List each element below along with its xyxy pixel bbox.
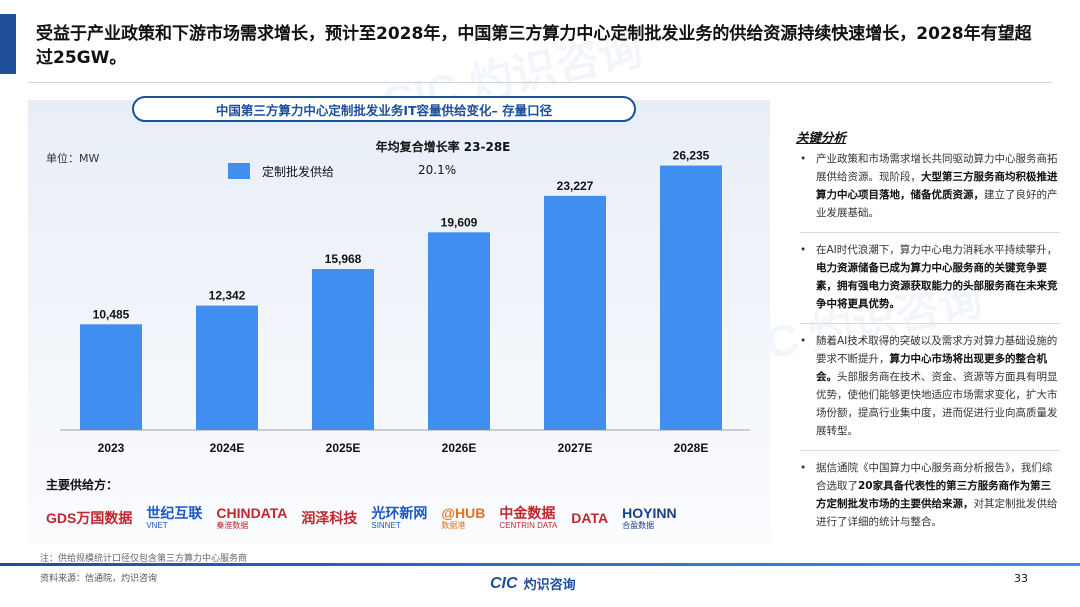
- x-tick-2026E: 2026E: [442, 441, 477, 455]
- footer-logo-cn: 灼识咨询: [523, 578, 576, 593]
- bullet-separator: [800, 323, 1060, 324]
- logo-subtext: 数据港: [441, 521, 466, 530]
- cagr-value: 20.1%: [418, 163, 457, 177]
- bullet-text: 随着AI技术取得的突破以及需求方对算力基础设施的要求不断提升，: [816, 335, 1058, 365]
- x-tick-2025E: 2025E: [326, 441, 361, 455]
- chart-title: 中国第三方算力中心定制批发业务IT容量供给变化– 存量口径: [132, 96, 636, 122]
- logo-text: HOYINN: [622, 505, 677, 521]
- footnote: 注：供给规模统计口径仅包含第三方算力中心服务商: [40, 554, 248, 564]
- analysis-bullet: 随着AI技术取得的突破以及需求方对算力基础设施的要求不断提升，算力中心市场将出现…: [788, 332, 1060, 440]
- page-headline: 受益于产业政策和下游市场需求增长，预计至2028年，中国第三方算力中心定制批发业…: [36, 24, 1032, 68]
- bullet-emphasis: 大型第三方服务商均积极推进算力中心项目落地，储备优质资源，: [816, 171, 1058, 201]
- bullet-emphasis: 电力资源储备已成为算力中心服务商的关键竞争要素，拥有强电力资源获取能力的头部服务…: [816, 262, 1058, 310]
- suppliers-label: 主要供给方：: [46, 478, 119, 492]
- data-label-2028E: 26,235: [673, 149, 710, 163]
- bar-2023: [80, 324, 142, 430]
- logo-subtext: 合盈数据: [622, 521, 655, 530]
- bullet-text: 产业政策和市场需求增长共同驱动算力中心服务商拓展供给资源。现阶段，: [816, 153, 1058, 183]
- logo-text: 光环新网: [371, 505, 428, 521]
- supplier-logos: GDS万国数据 世纪互联 VNET CHINDATA 秦淮数据 润泽科技 光环新网 SINNE…: [46, 500, 746, 536]
- header-divider: [28, 82, 1052, 83]
- logo-text: CHINDATA: [216, 505, 288, 521]
- chart-unit-label: 单位：MW: [46, 152, 100, 165]
- footer-logo: CIC 灼识咨询: [490, 574, 576, 594]
- analysis-bullet: 在AI时代浪潮下，算力中心电力消耗水平持续攀升， 电力资源储备已成为算力中心服务商…: [788, 241, 1060, 313]
- chart-panel: [28, 100, 770, 544]
- bullet-emphasis: 算力中心市场将出现更多的整合机会。: [816, 353, 1047, 383]
- data-label-2027E: 23,227: [557, 179, 594, 193]
- accent-bar: [0, 14, 16, 74]
- analysis-bullet: 产业政策和市场需求增长共同驱动算力中心服务商拓展供给资源。现阶段，大型第三方服务…: [788, 150, 1060, 222]
- bar-2025E: [312, 269, 374, 430]
- data-label-2024E: 12,342: [209, 289, 246, 303]
- athub-logo-icon: @HUB 数据港: [441, 505, 486, 531]
- logo-subtext: SINNET: [371, 521, 401, 530]
- bullet-tail: 头部服务商在技术、资金、资源等方面具有明显优势，使他们能够更快地适应市场需求变化…: [816, 371, 1058, 437]
- logo-subtext: 秦淮数据: [216, 521, 249, 530]
- bullet-tail: 建立了良好的产业发展基础。: [816, 189, 1058, 219]
- vnet-logo-icon: 世纪互联 VNET: [146, 505, 203, 531]
- data-label-2026E: 19,609: [441, 215, 478, 229]
- zdata-logo-icon: DATA: [571, 509, 609, 526]
- source-note: 资料来源：信通院，灼识咨询: [40, 574, 158, 584]
- analysis-list: 产业政策和市场需求增长共同驱动算力中心服务商拓展供给资源。现阶段，大型第三方服务…: [788, 150, 1060, 541]
- logo-subtext: CENTRIN DATA: [499, 521, 558, 530]
- data-label-2023: 10,485: [93, 307, 130, 321]
- logo-text: GDS万国数据: [46, 509, 133, 526]
- gds-logo-icon: GDS万国数据: [46, 509, 133, 526]
- page-number: 33: [1014, 572, 1028, 585]
- footer-logo-latin: CIC: [490, 574, 518, 592]
- logo-text: 世纪互联: [146, 505, 203, 521]
- chindata-logo-icon: CHINDATA 秦淮数据: [216, 505, 288, 531]
- logo-text: 润泽科技: [301, 509, 358, 526]
- cagr-label: 年均复合增长率 23-28E: [375, 140, 511, 154]
- logo-text: @HUB: [441, 505, 486, 521]
- legend-swatch: [228, 163, 250, 179]
- sinnet-logo-icon: 光环新网 SINNET: [371, 505, 428, 531]
- bar-2028E: [660, 165, 722, 430]
- bullet-text: 在AI时代浪潮下，算力中心电力消耗水平持续攀升，: [816, 244, 1058, 256]
- centrin-logo-icon: 中金数据 CENTRIN DATA: [499, 505, 558, 531]
- bullet-emphasis: 20家具备代表性的第三方服务商作为第三方定制批发市场的主要供给来源，: [816, 480, 1052, 510]
- bullet-tail: 对其定制批发供给进行了详细的统计与整合。: [816, 498, 1058, 528]
- bullet-text: 据信通院《中国算力中心服务商分析报告》，我们综合选取了: [816, 462, 1053, 492]
- bar-2026E: [428, 232, 490, 430]
- runze-logo-icon: 润泽科技: [301, 509, 358, 526]
- logo-subtext: VNET: [146, 521, 168, 530]
- x-tick-2028E: 2028E: [674, 441, 709, 455]
- analysis-bullet: 据信通院《中国算力中心服务商分析报告》，我们综合选取了20家具备代表性的第三方服…: [788, 459, 1060, 531]
- bar-2027E: [544, 195, 606, 430]
- x-tick-2023: 2023: [98, 441, 125, 455]
- x-tick-2027E: 2027E: [558, 441, 593, 455]
- analysis-title: 关键分析: [796, 130, 847, 145]
- x-tick-2024E: 2024E: [210, 441, 245, 455]
- hoyinn-logo-icon: HOYINN 合盈数据: [622, 505, 677, 531]
- bullet-separator: [800, 450, 1060, 451]
- bar-2024E: [196, 305, 258, 430]
- logo-text: 中金数据: [499, 505, 556, 521]
- bullet-separator: [800, 232, 1060, 233]
- logo-text: DATA: [571, 509, 609, 526]
- footer-band: [0, 563, 1080, 566]
- data-label-2025E: 15,968: [325, 252, 362, 266]
- legend-label: 定制批发供给: [262, 165, 335, 179]
